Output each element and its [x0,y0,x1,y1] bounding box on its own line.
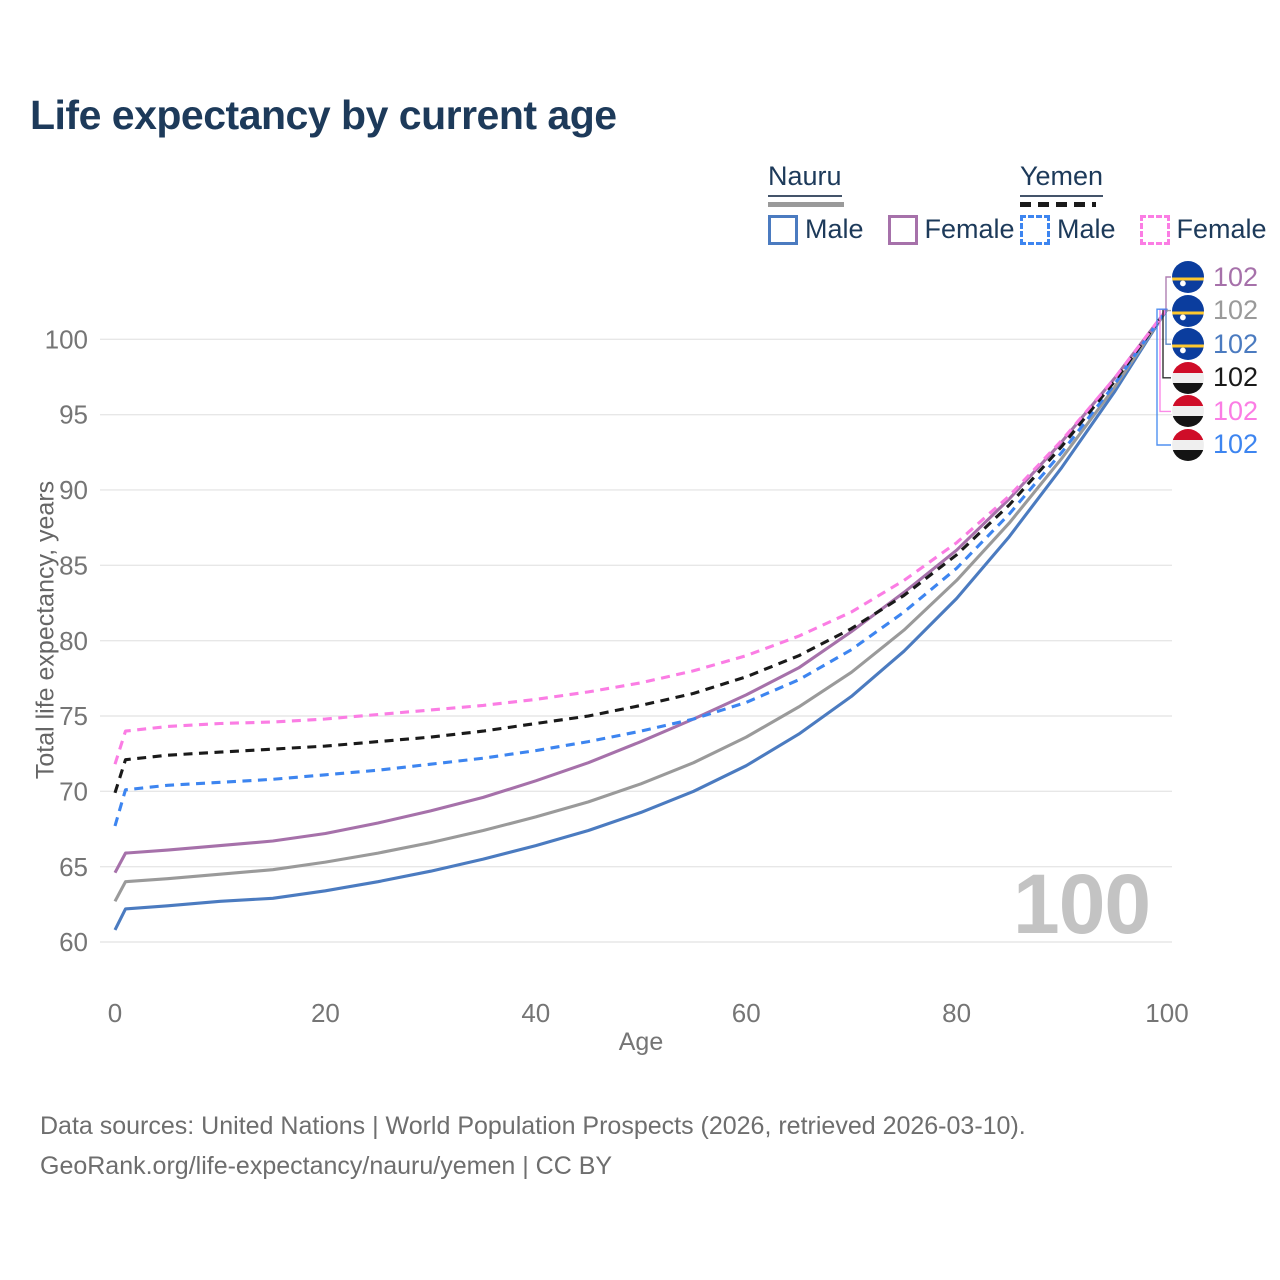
x-tick-60: 60 [732,998,761,1028]
legend-item-yemen-male[interactable]: Male [1020,214,1116,245]
nauru-flag-icon [1172,294,1204,327]
series-line-nauru-female [113,308,1169,874]
y-tick-65: 65 [59,852,88,882]
nauru-male-swatch [768,214,798,245]
footer-link: GeoRank.org/life-expectancy/nauru/yemen … [40,1152,613,1180]
series-line-yemen-total [113,308,1169,794]
callout-row-yemen-female: 102 [1172,395,1259,428]
yemen-flag-icon [1172,361,1204,394]
y-tick-75: 75 [59,701,88,731]
legend-country-yemen: Yemen [1020,161,1104,197]
endpoint-value: 102 [1213,429,1259,460]
callout-row-yemen-total: 102 [1172,361,1259,394]
endpoint-value: 102 [1213,362,1259,393]
y-tick-90: 90 [59,475,88,505]
endpoint-callouts: 102 102 102 102 102 102 [1172,261,1258,463]
endpoint-value: 102 [1213,261,1259,292]
footer-sources: Data sources: United Nations | World Pop… [40,1112,1026,1140]
page-title: Life expectancy by current age [30,92,617,138]
nauru-flag-icon [1172,328,1204,361]
series-line-nauru-total [113,308,1169,903]
callout-row-nauru-male: 102 [1172,328,1259,361]
callout-row-nauru-female: 102 [1172,261,1258,293]
legend-country-nauru: Nauru [768,161,842,197]
series-line-yemen-female [113,308,1169,765]
nauru-female-swatch [887,214,918,245]
series-line-yemen-male [113,308,1169,827]
legend-group-nauru: Nauru Male Female [768,161,1015,245]
callout-row-nauru-total: 102 [1172,294,1259,327]
callout-row-yemen-male: 102 [1172,428,1259,461]
y-tick-80: 80 [59,626,88,656]
x-tick-0: 0 [108,998,122,1028]
yemen-flag-icon [1172,428,1204,461]
x-tick-40: 40 [521,998,550,1028]
legend-label: Male [805,214,864,244]
callout-connector-6 [1156,308,1171,446]
nauru-line-sample [768,202,844,207]
endpoint-value: 102 [1213,328,1259,359]
legend-label: Female [924,214,1015,244]
legend-group-yemen: Yemen Male Female [1020,161,1267,245]
callout-connector-1 [1165,276,1171,310]
yemen-line-sample [1020,202,1096,207]
y-tick-85: 85 [59,550,88,580]
legend-item-nauru-female[interactable]: Female [887,214,1015,245]
yemen-flag-icon [1172,395,1204,428]
y-tick-95: 95 [59,400,88,430]
legend-item-nauru-male[interactable]: Male [768,214,864,245]
x-tick-20: 20 [311,998,340,1028]
legend-label: Male [1057,214,1116,244]
series-line-nauru-male [113,308,1169,931]
footer: Data sources: United Nations | World Pop… [40,1106,1026,1186]
endpoint-value: 102 [1213,295,1259,326]
x-axis-title: Age [618,1028,664,1056]
callout-connector-4 [1162,308,1171,379]
legend-item-yemen-female[interactable]: Female [1139,214,1267,245]
y-tick-70: 70 [59,776,88,806]
y-tick-100: 100 [45,324,88,354]
y-axis-title: Total life expectancy, years [31,480,60,780]
x-tick-80: 80 [942,998,971,1028]
x-tick-100: 100 [1145,998,1188,1028]
legend-label: Female [1176,214,1267,244]
yemen-female-swatch [1139,214,1170,245]
nauru-flag-icon [1172,261,1204,293]
endpoint-value: 102 [1213,395,1259,426]
yemen-male-swatch [1020,214,1050,245]
age-watermark: 100 [1013,857,1151,951]
y-tick-60: 60 [59,927,88,957]
